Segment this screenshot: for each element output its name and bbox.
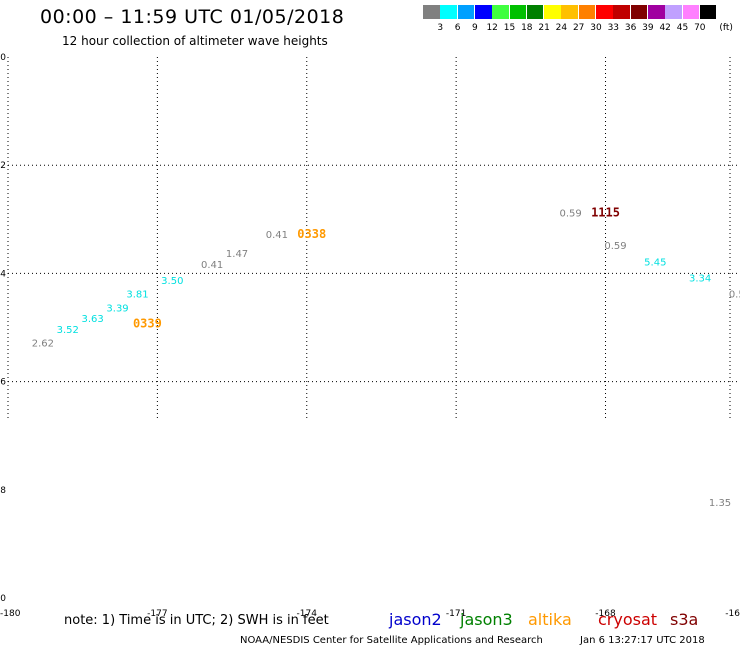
wave-height-value: 0.59 (729, 290, 740, 301)
color-scale-label: 33 (607, 23, 620, 33)
wave-height-value: 3.50 (161, 276, 183, 287)
color-swatch (492, 5, 509, 19)
color-swatch (682, 5, 700, 19)
credit-line: NOAA/NESDIS Center for Satellite Applica… (240, 635, 543, 646)
color-swatch (596, 5, 613, 19)
pass-time-label: 0338 (297, 227, 326, 241)
color-swatch (613, 5, 630, 19)
wave-height-value: 0.59 (560, 209, 582, 220)
color-scale-label: 6 (454, 23, 461, 33)
color-scale-label: 18 (521, 23, 533, 33)
color-swatch (457, 5, 475, 19)
longitude-label: -180 (0, 609, 21, 619)
color-scale-label: 15 (503, 23, 516, 33)
color-scale-label: 9 (472, 23, 478, 33)
latitude-label: -76 (0, 378, 6, 388)
color-swatch (423, 5, 440, 19)
wave-height-value: 0.41 (201, 260, 223, 271)
color-scale-label: 3 (437, 23, 444, 33)
generated-timestamp: Jan 6 13:27:17 UTC 2018 (580, 635, 705, 646)
color-swatch (509, 5, 527, 19)
pass-time-label: 0339 (133, 317, 162, 331)
color-scale-label: 24 (555, 23, 568, 33)
satellite-name-cryosat: cryosat (598, 610, 658, 629)
color-scale-label: 39 (642, 23, 654, 33)
satellite-name-s3a: s3a (670, 610, 699, 629)
color-swatch (440, 5, 457, 19)
latitude-label: -74 (0, 269, 6, 279)
latitude-label: -70 (0, 53, 6, 63)
map-title: 00:00 – 11:59 UTC 01/05/2018 (40, 6, 345, 28)
latitude-label: -80 (0, 594, 6, 604)
wave-height-value: 1.47 (226, 249, 248, 260)
color-scale-label: 27 (572, 23, 585, 33)
wave-height-value: 0.59 (604, 241, 626, 252)
color-scale-label: 45 (676, 23, 689, 33)
color-swatch (544, 5, 561, 19)
longitude-label: -177 (147, 609, 167, 619)
color-swatch (665, 5, 682, 19)
wave-height-value: 3.63 (82, 314, 104, 325)
longitude-label: -174 (297, 609, 318, 619)
wave-height-value: 3.39 (106, 303, 128, 314)
color-swatch (578, 5, 596, 19)
color-scale-unit: (ft) (719, 23, 733, 33)
latitude-label: -72 (0, 161, 6, 171)
color-swatch (561, 5, 579, 19)
satellite-name-jason3: jason3 (460, 610, 513, 629)
color-scale-label: 36 (624, 23, 637, 33)
units-note: note: 1) Time is in UTC; 2) SWH is in fe… (64, 613, 329, 628)
color-swatch (630, 5, 648, 19)
wave-height-value: 3.52 (57, 325, 79, 336)
color-scale-label: 70 (694, 23, 706, 33)
color-swatch (526, 5, 544, 19)
pass-time-label: 1115 (591, 206, 620, 220)
color-scale-label: 21 (538, 23, 550, 33)
wave-height-value: 2.62 (32, 338, 54, 349)
color-scale-label: 42 (659, 23, 671, 33)
longitude-label: -171 (446, 609, 466, 619)
satellite-name-jason2: jason2 (389, 610, 442, 629)
longitude-label: -168 (595, 609, 616, 619)
satellite-name-altika: altika (528, 610, 572, 629)
longitude-label: -16 (725, 609, 740, 619)
color-swatch (699, 5, 717, 19)
wave-height-value: 1.35 (709, 498, 731, 509)
latitude-label: -78 (0, 486, 6, 496)
color-scale-label: 30 (590, 23, 602, 33)
map-subtitle: 12 hour collection of altimeter wave hei… (62, 34, 328, 48)
color-scale-label: 12 (486, 23, 498, 33)
wave-height-value: 0.41 (266, 230, 288, 241)
wave-height-value: 3.81 (126, 290, 148, 301)
color-swatch (474, 5, 492, 19)
wave-height-value: 5.45 (644, 257, 666, 268)
wave-height-value: 3.34 (689, 274, 711, 285)
color-swatch (647, 5, 665, 19)
